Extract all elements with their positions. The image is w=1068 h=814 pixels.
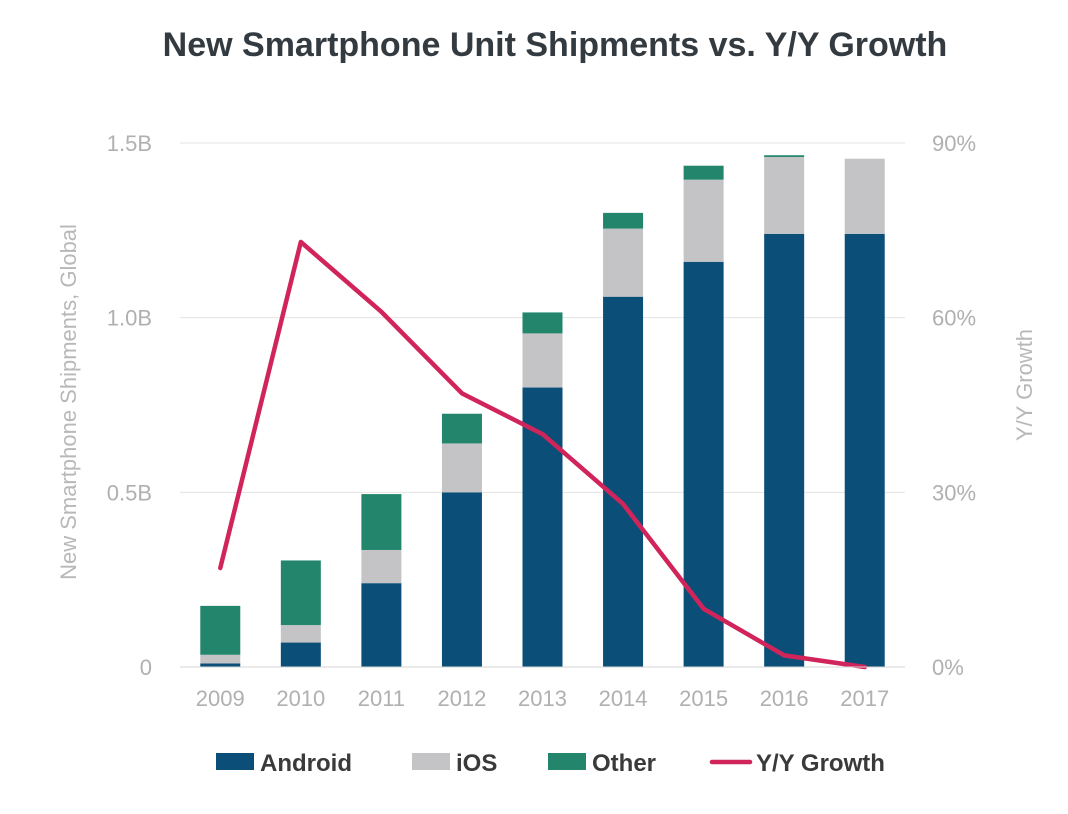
growth-line — [218, 239, 867, 670]
legend-swatch-ios — [412, 753, 450, 770]
x-tick-label: 2014 — [599, 686, 648, 711]
bar-android-2017 — [844, 233, 885, 667]
chart-title: New Smartphone Unit Shipments vs. Y/Y Gr… — [163, 26, 948, 64]
legend-label: Other — [592, 750, 656, 777]
bar-other-2015 — [683, 165, 724, 180]
y2-tick-label: 90% — [932, 131, 976, 156]
bar-ios-2012 — [441, 443, 482, 493]
legend-swatch-other — [548, 753, 586, 770]
bar-android-2009 — [200, 663, 241, 667]
bar-ios-2017 — [844, 158, 885, 234]
bar-other-2012 — [441, 413, 482, 444]
bar-other-2009 — [200, 605, 241, 655]
bar-ios-2009 — [200, 654, 241, 664]
bars — [200, 155, 885, 667]
legend-swatch-android — [216, 753, 254, 770]
bar-android-2011 — [361, 583, 402, 667]
bar-android-2016 — [764, 233, 805, 667]
y2-tick-label: 0% — [932, 655, 964, 680]
bar-android-2015 — [683, 261, 724, 667]
x-tick-label: 2016 — [760, 686, 809, 711]
y-tick-label: 1.0B — [107, 306, 152, 331]
legend-label: Android — [260, 750, 352, 777]
y2-tick-label: 30% — [932, 480, 976, 505]
bar-other-2013 — [522, 312, 563, 334]
x-tick-label: 2009 — [196, 686, 245, 711]
bar-ios-2010 — [280, 625, 321, 643]
bar-android-2014 — [603, 296, 644, 667]
bar-other-2014 — [603, 212, 644, 229]
axes: 0 0.5B 1.0B 1.5B 0% 30% 60% 90% 2009 2010 2011 2012… — [107, 131, 976, 711]
bar-other-2016 — [764, 155, 805, 157]
bar-ios-2011 — [361, 549, 402, 584]
x-tick-label: 2010 — [276, 686, 325, 711]
bar-android-2010 — [280, 642, 321, 667]
bar-ios-2014 — [603, 228, 644, 297]
y2-axis-title: Y/Y Growth — [1012, 329, 1037, 441]
legend: Android iOS Other Y/Y Growth — [216, 750, 885, 777]
x-tick-label: 2012 — [437, 686, 486, 711]
bar-android-2012 — [441, 492, 482, 667]
y-tick-label: 0.5B — [107, 480, 152, 505]
bar-ios-2013 — [522, 333, 563, 388]
bar-ios-2016 — [764, 156, 805, 234]
x-tick-label: 2013 — [518, 686, 567, 711]
x-tick-label: 2017 — [840, 686, 889, 711]
bar-other-2011 — [361, 494, 402, 550]
growth-line-layer — [218, 239, 867, 670]
y2-tick-label: 60% — [932, 306, 976, 331]
y-tick-label: 0 — [140, 655, 152, 680]
y-tick-label: 1.5B — [107, 131, 152, 156]
legend-label: iOS — [456, 750, 497, 777]
y-axis-title: New Smartphone Shipments, Global — [56, 224, 81, 580]
legend-label: Y/Y Growth — [756, 750, 885, 777]
x-tick-label: 2011 — [358, 686, 405, 711]
bar-other-2010 — [280, 560, 321, 626]
x-tick-label: 2015 — [679, 686, 728, 711]
bar-ios-2015 — [683, 179, 724, 262]
